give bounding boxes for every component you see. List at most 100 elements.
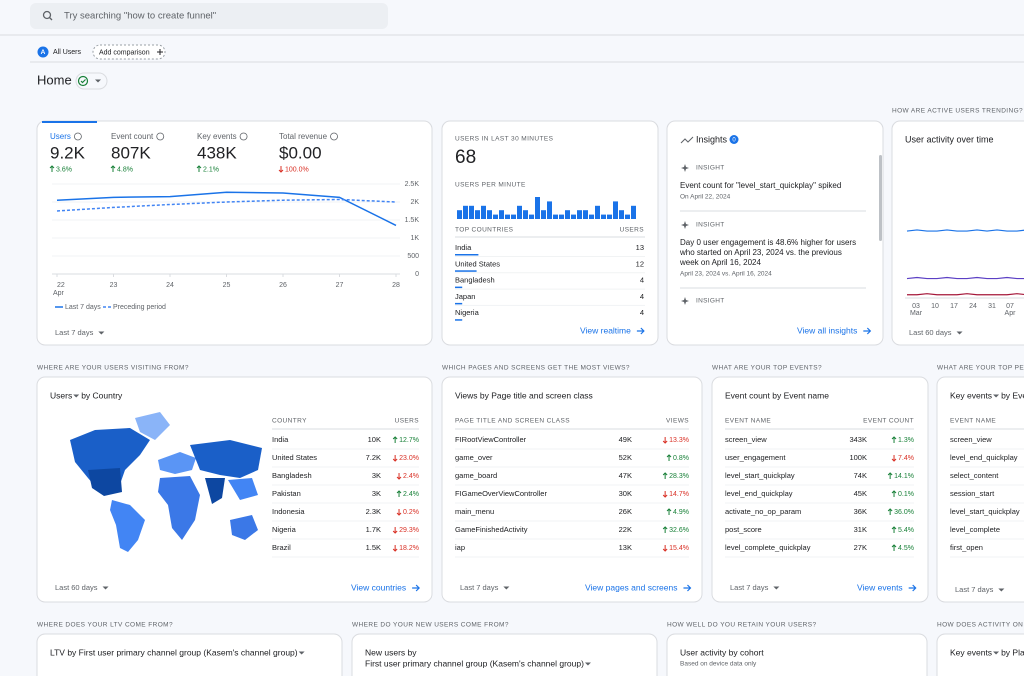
row-value: 4 (640, 292, 644, 301)
card (936, 376, 1024, 603)
minute-bar (475, 210, 480, 219)
x-tick-label: 07 (1006, 303, 1014, 310)
row-name: Japan (455, 292, 475, 301)
dropdown-icon (998, 588, 1005, 592)
link[interactable]: View realtime (580, 325, 631, 335)
section-heading: HOW DOES ACTIVITY ON (937, 622, 1023, 629)
link[interactable]: View pages and screens (585, 582, 677, 592)
change-arrow (666, 508, 672, 515)
sub-title: USERS PER MINUTE (455, 182, 526, 189)
link[interactable]: View events (857, 582, 903, 592)
metric-value: 807K (111, 143, 151, 162)
minute-bar (577, 210, 582, 219)
card-title[interactable]: Key events (950, 647, 992, 657)
minute-bar (601, 214, 606, 219)
page-menu[interactable] (75, 72, 108, 90)
date-range[interactable]: Last 7 days (955, 585, 994, 594)
change-arrow (666, 454, 672, 461)
card-note: Based on device data only (680, 661, 757, 668)
change-arrow (392, 436, 398, 443)
search-placeholder: Try searching "how to create funnel" (64, 11, 216, 22)
change-arrow (392, 527, 398, 534)
x-tick-label: 24 (969, 303, 977, 310)
minute-bar (547, 201, 552, 219)
date-range[interactable]: Last 7 days (460, 583, 499, 592)
minute-bar (565, 210, 570, 219)
scrollbar (879, 155, 882, 241)
x-tick-label: 23 (110, 282, 118, 289)
sparkle-icon (681, 164, 689, 172)
minute-bar (541, 210, 546, 219)
change-arrow (662, 545, 668, 552)
card-title[interactable]: First user primary channel group (Kasem'… (365, 658, 584, 668)
table-header: EVENT NAME (950, 418, 996, 425)
dropdown-icon (993, 651, 1000, 655)
row-name: game_board (455, 471, 497, 480)
card-title: by Country (81, 390, 123, 400)
dropdown-icon (503, 586, 510, 590)
link[interactable]: View all insights (797, 325, 857, 335)
search-box[interactable] (30, 3, 388, 29)
row-name: Bangladesh (272, 471, 312, 480)
x-tick-label: 26 (279, 282, 287, 289)
row-value: 3K (372, 489, 381, 498)
row-change: 0.1% (898, 491, 914, 498)
card-title: New users by (365, 647, 417, 657)
row-change: 13.3% (669, 437, 689, 444)
card-title[interactable]: Key events (950, 390, 992, 400)
row-change: 18.2% (399, 545, 419, 552)
card-title: Insights (696, 134, 728, 144)
date-range[interactable]: Last 7 days (730, 583, 769, 592)
x-month-label: Apr (1005, 310, 1017, 317)
plus-icon (157, 49, 163, 55)
info-icon (156, 132, 165, 141)
minute-bar (571, 214, 576, 219)
date-range[interactable]: Last 7 days (55, 328, 94, 337)
link[interactable]: View countries (351, 582, 406, 592)
section-heading: WHERE ARE YOUR USERS VISITING FROM? (37, 365, 189, 372)
row-name: screen_view (950, 435, 992, 444)
add-comparison-button[interactable] (92, 44, 166, 60)
row-name: level_start_quickplay (950, 507, 1020, 516)
segment-icon: A (41, 49, 46, 56)
insight-date: On April 22, 2024 (680, 194, 731, 201)
row-name: first_open (950, 543, 983, 552)
metric-label[interactable]: Total revenue (279, 132, 328, 141)
card-title[interactable]: LTV by First user primary channel group … (50, 647, 298, 657)
metric-value: 9.2K (50, 143, 86, 162)
date-range[interactable]: Last 60 days (55, 583, 98, 592)
minute-bar (625, 214, 630, 219)
card-title[interactable]: Users (50, 390, 72, 400)
page-title: Home (37, 72, 72, 87)
minute-bar (589, 214, 594, 219)
insight-text: who started on April 23, 2024 vs. the pr… (679, 248, 842, 257)
row-name: activate_no_op_param (725, 507, 801, 516)
card-title: USERS IN LAST 30 MINUTES (455, 136, 554, 143)
row-name: game_over (455, 453, 493, 462)
minute-bar (469, 205, 474, 219)
date-range[interactable]: Last 60 days (909, 328, 952, 337)
metric-label[interactable]: Event count (111, 132, 154, 141)
row-value: 47K (619, 471, 632, 480)
change-arrow (396, 509, 402, 516)
series-line (56, 198, 397, 212)
table-header: TOP COUNTRIES (455, 227, 514, 234)
row-name: United States (455, 259, 500, 268)
row-name: Nigeria (272, 525, 297, 534)
badge-count: 0 (732, 138, 736, 144)
change-arrow (887, 472, 893, 479)
change-arrow (196, 165, 202, 172)
metric-label[interactable]: Users (50, 132, 71, 141)
section-heading: WHAT ARE YOUR TOP EVENTS? (712, 365, 822, 372)
minute-bar (463, 205, 468, 219)
sparkle-icon (681, 221, 689, 229)
row-name: session_start (950, 489, 995, 498)
metric-label[interactable]: Key events (197, 132, 237, 141)
row-change: 1.3% (898, 437, 914, 444)
row-change: 36.0% (894, 509, 914, 516)
section-heading: WHERE DOES YOUR LTV COME FROM? (37, 622, 173, 629)
row-change: 5.4% (898, 527, 914, 534)
card (666, 120, 884, 346)
y-tick-label: 500 (407, 253, 419, 260)
